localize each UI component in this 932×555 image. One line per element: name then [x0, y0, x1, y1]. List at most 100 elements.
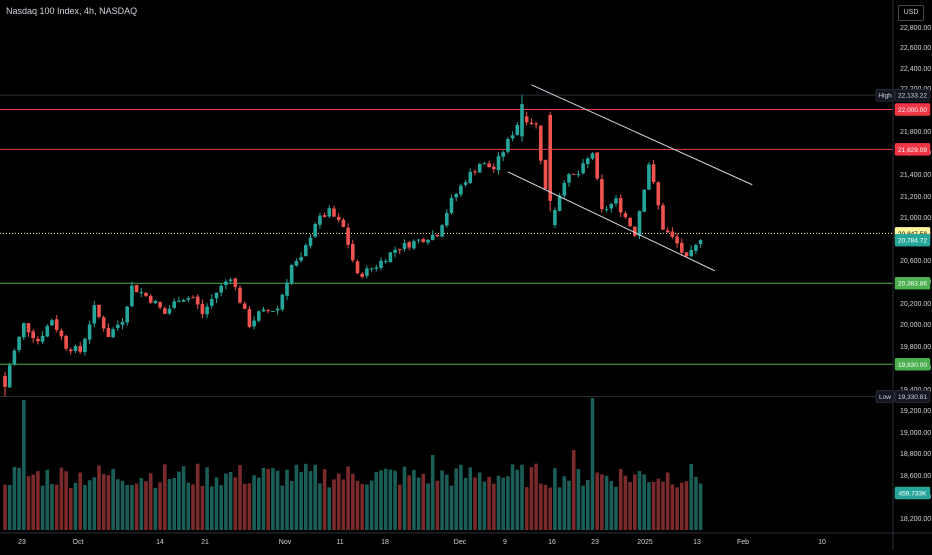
volume-bar [665, 472, 670, 530]
candle [576, 170, 581, 178]
volume-bar [289, 481, 294, 530]
candle [379, 257, 383, 271]
price-tick: 19,800.00 [900, 344, 931, 351]
candle [614, 194, 618, 207]
volume-bar [59, 467, 64, 530]
candle [313, 222, 317, 239]
volume-bar [543, 484, 548, 530]
volume-bar [412, 470, 416, 530]
price-label-support-lower: 19,630.00 [894, 358, 931, 371]
volume-bar [200, 485, 205, 530]
volume-bar [567, 480, 571, 530]
volume-bar [393, 470, 397, 530]
trend-channel[interactable] [507, 84, 753, 272]
price-axis[interactable]: 22,800.0022,600.0022,400.0022,200.0021,8… [892, 0, 932, 550]
volume-bar [618, 468, 623, 530]
candle [365, 265, 369, 279]
volume-bar [520, 464, 524, 530]
candle [402, 239, 407, 252]
candle [689, 245, 693, 258]
candle [680, 238, 684, 257]
candle [463, 179, 468, 187]
volume-bar [459, 464, 463, 530]
volume-bar [106, 475, 111, 530]
candle [675, 232, 679, 248]
candle [492, 163, 496, 173]
volume-bar [332, 479, 336, 530]
candle [628, 216, 632, 228]
volume-bar [581, 485, 585, 530]
volume-bar [7, 485, 12, 530]
candle [435, 234, 440, 237]
candle [116, 320, 120, 332]
candle [78, 342, 82, 355]
channel-line-lower[interactable] [507, 171, 715, 272]
candle [473, 169, 477, 176]
price-label-high-value: 22,133.22 High [875, 88, 931, 102]
candle [238, 285, 242, 305]
candle [440, 223, 444, 238]
volume-bar [477, 472, 482, 530]
volume-bar [496, 475, 501, 530]
volume-bar [299, 472, 303, 530]
volume-bar [557, 487, 562, 530]
currency-button[interactable]: USD [898, 5, 924, 21]
price-tick: 22,800.00 [900, 25, 931, 32]
volume-bar [87, 480, 92, 530]
volume-bar [228, 471, 233, 530]
candle [219, 283, 223, 297]
candle [360, 272, 364, 279]
volume-bar [247, 483, 252, 530]
candle [421, 237, 426, 243]
time-axis[interactable]: 23 Oct 14 21 Nov 11 18 Dec 9 16 23 2025 13 Feb 10 [0, 532, 932, 546]
candle [698, 239, 703, 248]
volume-bar [614, 486, 618, 530]
time-tick: 9 [503, 539, 507, 546]
candle [454, 192, 458, 202]
volume-bar [355, 480, 360, 530]
volume-bar [388, 469, 393, 530]
volume-bar [177, 471, 181, 530]
candle [83, 337, 87, 356]
candle [22, 322, 26, 341]
price-label-resistance-upper: 22,000.00 [894, 103, 931, 116]
candle [92, 301, 97, 328]
candle [586, 156, 590, 168]
candle [459, 183, 463, 197]
candle [496, 152, 501, 175]
candle [571, 173, 576, 175]
candle [534, 121, 538, 129]
candle [7, 362, 12, 388]
volume-bar [463, 477, 468, 530]
volume-bar [454, 468, 458, 530]
candle [261, 306, 266, 312]
volume-bar [539, 483, 543, 530]
candle [195, 294, 200, 309]
volume-bar [468, 467, 473, 530]
volume-bar [186, 482, 191, 530]
candle [224, 279, 228, 290]
price-tick: 21,200.00 [900, 194, 931, 201]
candle [609, 202, 614, 213]
candle [590, 152, 595, 161]
candle [501, 150, 505, 162]
volume-bar [36, 471, 40, 530]
candle [477, 162, 482, 173]
candle [134, 284, 139, 293]
time-tick: Dec [454, 539, 467, 546]
channel-line-upper[interactable] [531, 84, 753, 186]
candle [336, 213, 341, 223]
price-axis-labels: 22,133.22High22,000.0021,629.0920,847.58… [875, 88, 931, 500]
candle [661, 202, 665, 230]
volume-bar [17, 467, 21, 530]
volume-bar [524, 487, 529, 530]
candle [351, 239, 355, 263]
volume-bar [402, 466, 407, 530]
candle [670, 227, 675, 239]
time-tick: 13 [693, 539, 701, 546]
volume-bar [553, 468, 557, 530]
volume-bar [294, 464, 299, 530]
price-tick: 22,400.00 [900, 66, 931, 73]
